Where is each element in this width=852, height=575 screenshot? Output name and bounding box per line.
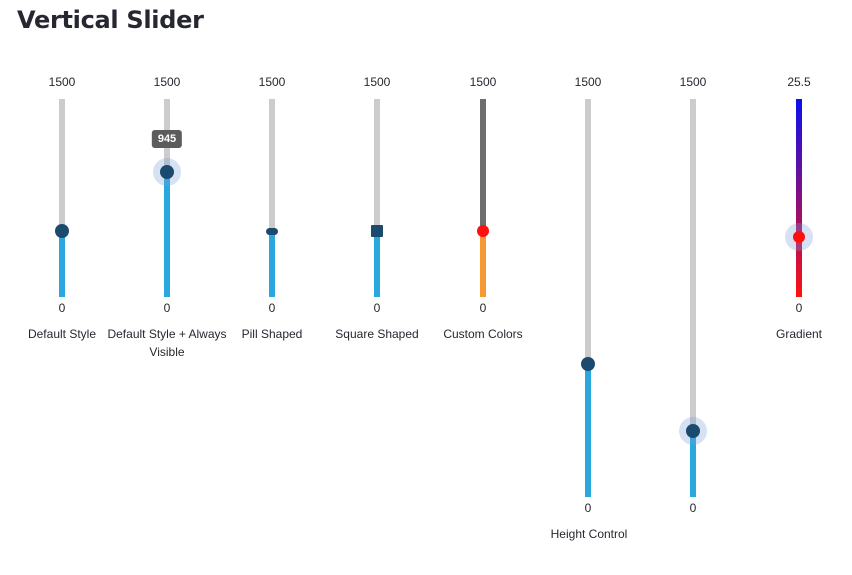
slider-caption: Custom Colors	[443, 327, 523, 341]
slider-fill	[374, 231, 380, 297]
slider-fill	[585, 364, 591, 497]
slider-track[interactable]	[371, 99, 383, 297]
slider-handle[interactable]	[55, 224, 69, 238]
slider-handle[interactable]	[477, 225, 489, 237]
slider-handle[interactable]	[793, 231, 805, 244]
slider-caption: Square Shaped	[335, 327, 419, 341]
slider-track[interactable]	[785, 99, 813, 297]
slider-track[interactable]	[266, 99, 278, 297]
slider-max-label: 1500	[48, 75, 76, 89]
slider-min-label: 0	[373, 301, 381, 315]
slider-track[interactable]: 945	[151, 99, 183, 297]
page-title: Vertical Slider	[17, 6, 204, 34]
slider-max-label: 1500	[679, 75, 707, 89]
slider-max-label: 1500	[574, 75, 602, 89]
slider-caption: Default Style + Always Visible	[107, 327, 227, 359]
slider-fill	[59, 231, 65, 297]
slider-caption: Default Style	[27, 327, 97, 341]
slider-min-label: 0	[58, 301, 66, 315]
slider-track[interactable]	[55, 99, 69, 297]
slider-min-label: 0	[584, 501, 592, 515]
slider-min-label: 0	[689, 501, 697, 515]
slider-min-label: 0	[268, 301, 276, 315]
slider-track[interactable]	[477, 99, 489, 297]
slider-caption: Gradient	[775, 327, 823, 341]
slider-max-label: 1500	[258, 75, 286, 89]
slider-min-label: 0	[479, 301, 487, 315]
slider-fill	[480, 231, 486, 297]
slider-caption: Pill Shaped	[241, 327, 303, 341]
slider-handle[interactable]	[581, 357, 595, 372]
height-control-caption: Height Control	[550, 527, 628, 541]
slider-track[interactable]	[679, 99, 707, 497]
slider-fill	[690, 430, 696, 497]
slider-min-label: 0	[163, 301, 171, 315]
slider-handle[interactable]	[686, 423, 700, 438]
slider-fill	[164, 172, 170, 297]
slider-max-label: 1500	[469, 75, 497, 89]
slider-fill	[269, 231, 275, 297]
slider-value-tooltip: 945	[151, 130, 183, 149]
slider-track[interactable]	[581, 99, 595, 497]
slider-handle[interactable]	[266, 227, 278, 235]
slider-max-label: 1500	[363, 75, 391, 89]
slider-handle[interactable]	[371, 225, 383, 237]
slider-handle[interactable]	[160, 165, 174, 180]
slider-max-label: 1500	[153, 75, 181, 89]
slider-max-label: 25.5	[787, 75, 811, 89]
slider-min-label: 0	[795, 301, 803, 315]
